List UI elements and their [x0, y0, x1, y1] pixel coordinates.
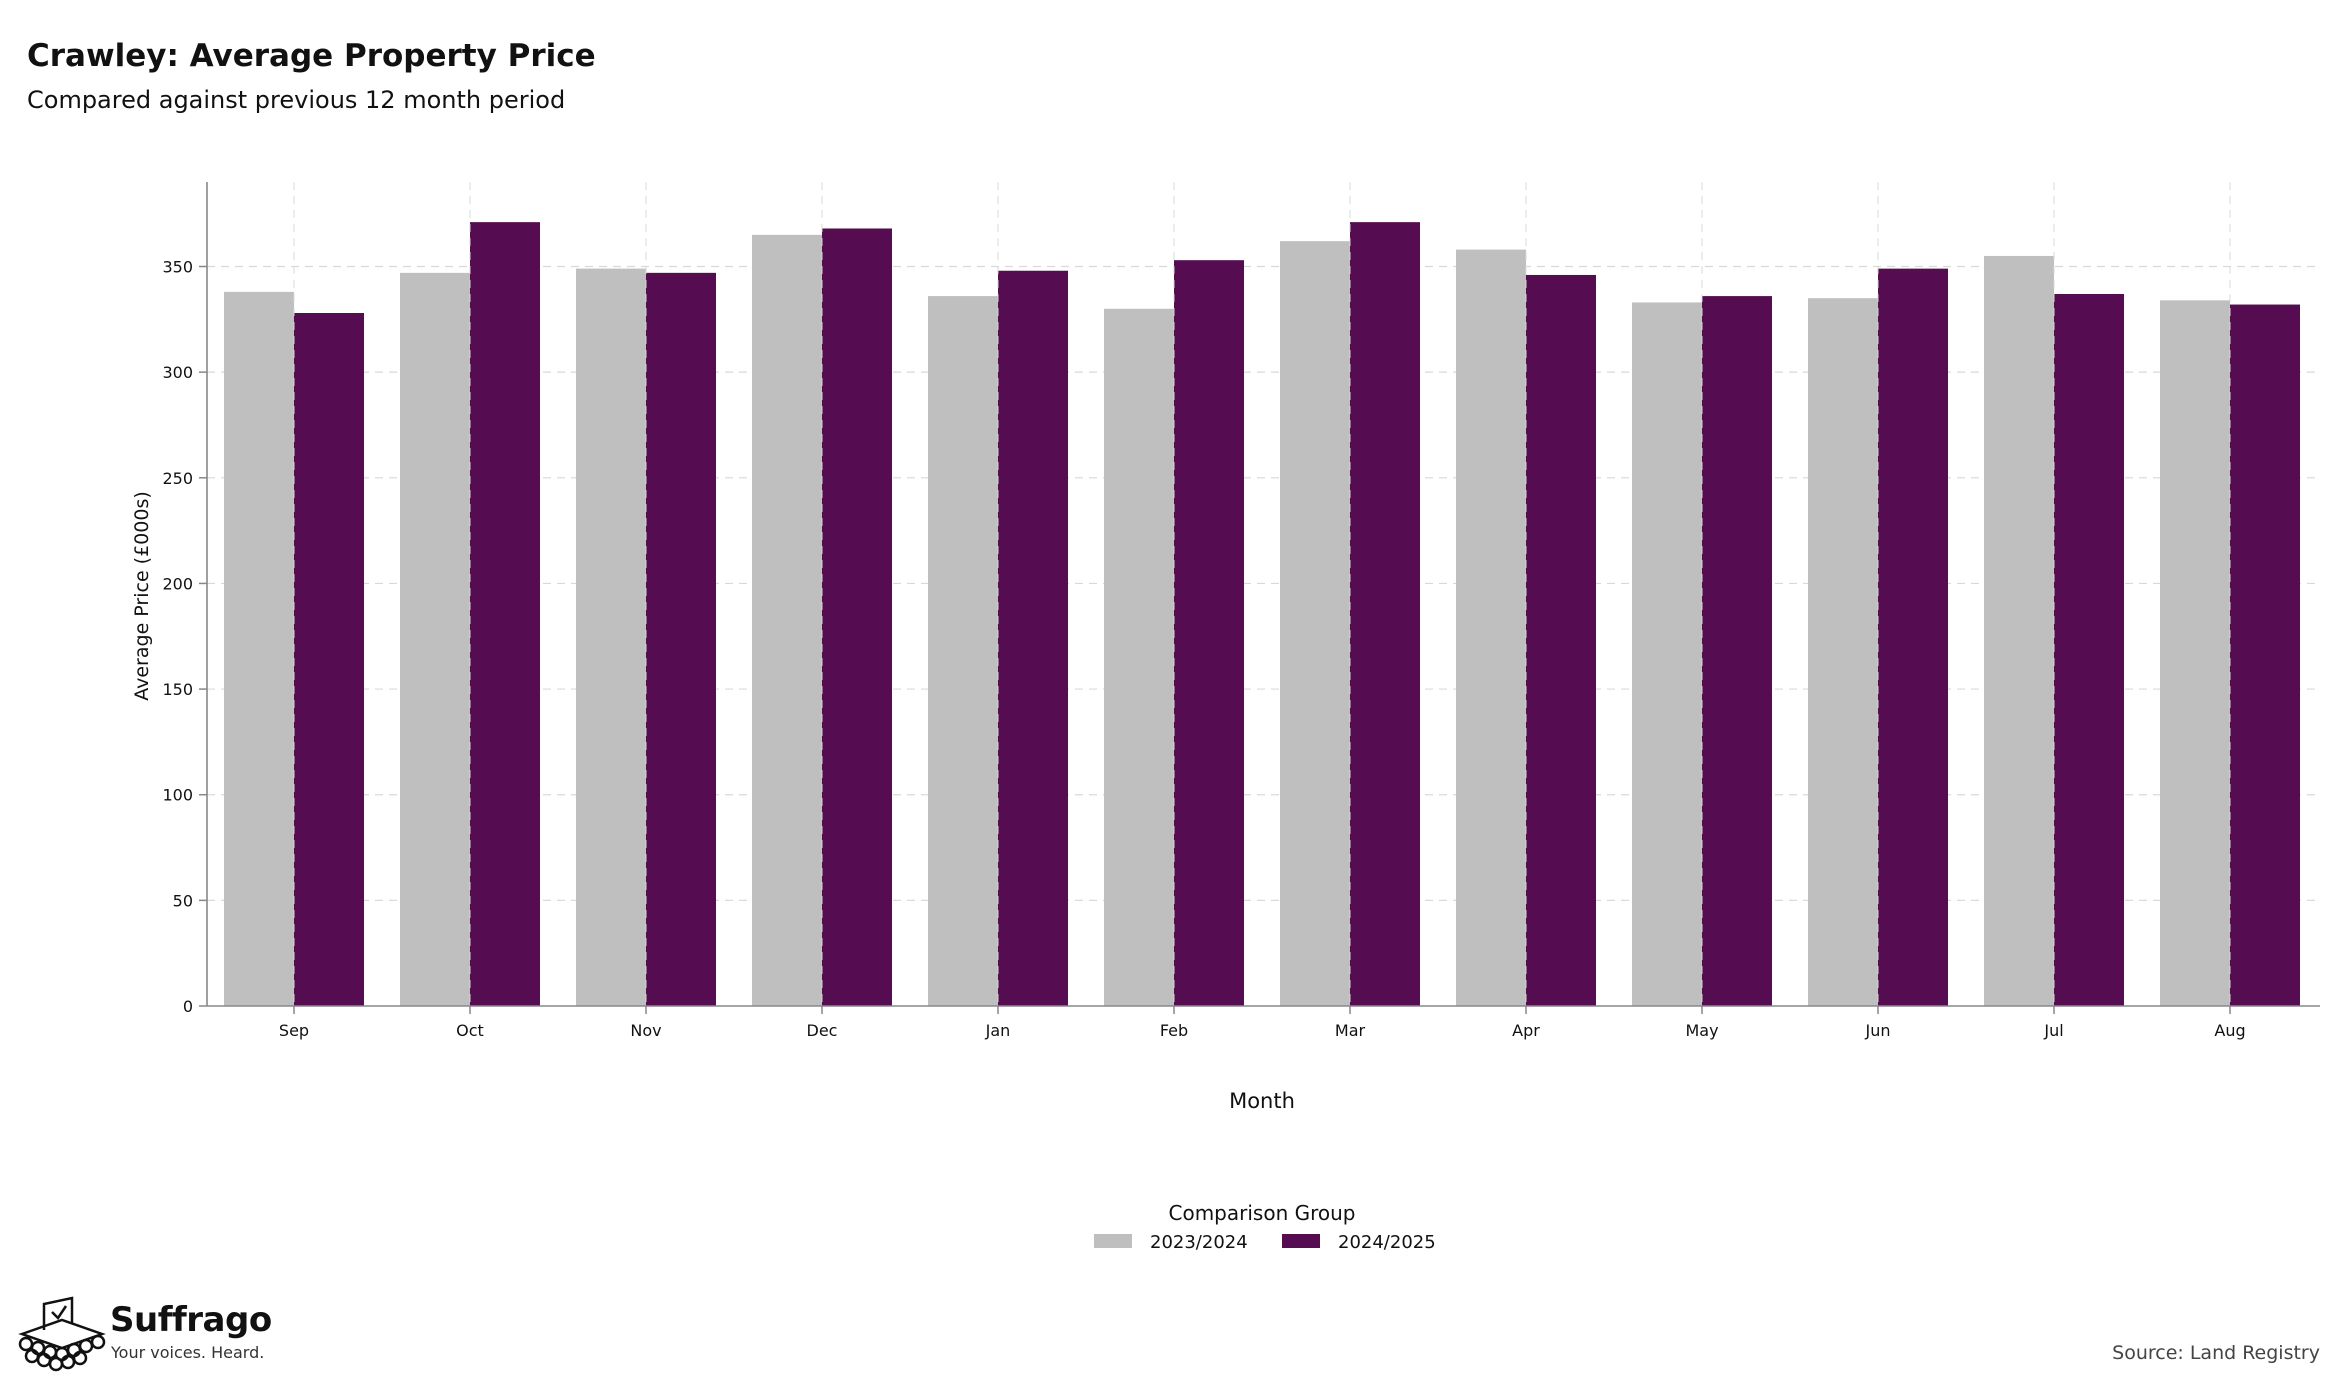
- ballot-box-icon: [18, 1296, 106, 1372]
- bar-chart: 0 50 100 150 200 250 300 350 Sep Oct Nov Dec Jan Feb M…: [131, 182, 2320, 1253]
- brand-name: Suffrago: [110, 1300, 272, 1340]
- x-tick-label: Jul: [2043, 1021, 2063, 1040]
- bar-2024/2025-Apr: [1526, 274, 1596, 1006]
- bar-2023/2024-Sep: [224, 291, 294, 1006]
- bar-2024/2025-May: [1702, 296, 1772, 1007]
- x-tick-label: Feb: [1160, 1021, 1188, 1040]
- x-tick-label: Aug: [2214, 1021, 2245, 1040]
- x-tick-label: Oct: [456, 1021, 484, 1040]
- legend-title: Comparison Group: [1169, 1201, 1356, 1225]
- x-tick-label: Mar: [1335, 1021, 1366, 1040]
- bar-2024/2025-Sep: [294, 312, 364, 1006]
- y-tick-label: 150: [162, 680, 193, 699]
- chart-subtitle: Compared against previous 12 month perio…: [27, 86, 566, 114]
- y-tick-label: 100: [162, 786, 193, 805]
- bar-2023/2024-Oct: [400, 272, 470, 1006]
- bar-2024/2025-Nov: [646, 272, 716, 1006]
- bar-2024/2025-Feb: [1174, 260, 1244, 1007]
- x-tick-label: Sep: [279, 1021, 309, 1040]
- x-tick-label: Jun: [1865, 1021, 1891, 1040]
- x-tick-label: May: [1685, 1021, 1718, 1040]
- bar-2024/2025-Aug: [2230, 304, 2300, 1006]
- legend-label: 2024/2025: [1338, 1232, 1436, 1253]
- y-tick-label: 0: [183, 997, 193, 1016]
- bar-2024/2025-Dec: [822, 228, 892, 1006]
- bar-2024/2025-Jun: [1878, 268, 1948, 1007]
- y-tick-label: 250: [162, 469, 193, 488]
- y-tick-label: 300: [162, 363, 193, 382]
- y-tick-label: 50: [173, 891, 193, 910]
- x-tick-label: Apr: [1512, 1021, 1540, 1040]
- bar-2023/2024-Feb: [1104, 308, 1174, 1006]
- bar-2024/2025-Mar: [1350, 222, 1420, 1007]
- source-note: Source: Land Registry: [2112, 1342, 2320, 1364]
- bar-2023/2024-May: [1632, 302, 1702, 1006]
- bar-2023/2024-Jun: [1808, 298, 1878, 1006]
- axes: 0 50 100 150 200 250 300 350 Sep Oct Nov Dec Jan Feb M…: [162, 182, 2320, 1040]
- bar-2024/2025-Oct: [470, 222, 540, 1007]
- bar-2023/2024-Aug: [2160, 300, 2230, 1006]
- x-tick-label: Jan: [985, 1021, 1011, 1040]
- legend: Comparison Group 2023/2024 2024/2025: [1094, 1201, 1436, 1253]
- x-tick-label: Nov: [630, 1021, 661, 1040]
- legend-swatch-2023/2024: [1094, 1234, 1132, 1248]
- y-tick-label: 350: [162, 258, 193, 277]
- bar-2023/2024-Mar: [1280, 241, 1350, 1006]
- bar-2024/2025-Jul: [2054, 293, 2124, 1006]
- legend-swatch-2024/2025: [1282, 1234, 1320, 1248]
- vertical-grid-lines: [293, 182, 2231, 1006]
- brand-tagline: Your voices. Heard.: [111, 1343, 265, 1362]
- y-axis-label: Average Price (£000s): [131, 491, 153, 701]
- bar-2023/2024-Jul: [1984, 255, 2054, 1006]
- y-tick-label: 200: [162, 574, 193, 593]
- bar-2023/2024-Jan: [928, 296, 998, 1007]
- chart-title: Crawley: Average Property Price: [27, 38, 596, 74]
- x-tick-label: Dec: [807, 1021, 838, 1040]
- bar-2023/2024-Apr: [1456, 249, 1526, 1007]
- grid-lines: [207, 265, 2320, 901]
- bar-2023/2024-Nov: [576, 268, 646, 1007]
- bar-2024/2025-Jan: [998, 270, 1068, 1006]
- legend-label: 2023/2024: [1150, 1232, 1248, 1253]
- bars: [224, 222, 2300, 1007]
- bar-2023/2024-Dec: [752, 234, 822, 1007]
- x-axis-label: Month: [1229, 1089, 1295, 1113]
